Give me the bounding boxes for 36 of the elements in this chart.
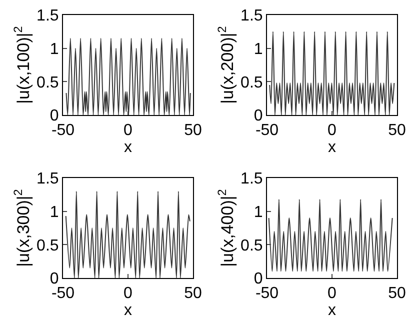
y-tick-label: 0 [50, 270, 59, 288]
x-tick-label: -50 [255, 285, 279, 302]
x-tick-label: 0 [124, 122, 133, 140]
y-tick-label: 1.5 [36, 170, 59, 188]
x-axis-title: x [124, 302, 132, 320]
x-tick-label: 0 [124, 285, 133, 302]
y-tick-label: 0 [50, 108, 59, 125]
y-tick-label: 1.5 [240, 170, 263, 188]
y-tick-label: 0 [254, 108, 263, 125]
y-tick-label: 1.5 [36, 8, 59, 25]
x-axis-title: x [328, 302, 336, 320]
x-axis-title: x [328, 139, 336, 156]
x-tick-label: -50 [51, 122, 75, 140]
line-series [66, 38, 191, 115]
y-tick-label: 0.5 [240, 237, 263, 254]
line-series [65, 190, 190, 278]
y-tick-label: 0.5 [36, 237, 59, 254]
y-tick-label: 1 [254, 204, 263, 221]
x-axis-title: x [124, 139, 132, 156]
x-tick-label: 50 [184, 285, 202, 302]
y-tick-label: 0.5 [240, 74, 263, 92]
line-series [269, 31, 395, 115]
y-tick-label: 1 [254, 40, 263, 58]
x-tick-label: 50 [388, 122, 406, 140]
y-tick-label: 0 [254, 270, 263, 288]
x-tick-label: 0 [328, 122, 337, 140]
y-tick-label: 1 [50, 204, 59, 221]
x-tick-label: 50 [184, 122, 202, 140]
y-tick-label: 1 [50, 40, 59, 58]
line-series [268, 198, 393, 272]
x-tick-label: 0 [328, 285, 337, 302]
y-tick-label: 1.5 [240, 8, 263, 25]
x-tick-label: -50 [255, 122, 279, 140]
x-tick-label: 50 [388, 285, 406, 302]
y-tick-label: 0.5 [36, 74, 59, 92]
x-tick-label: -50 [51, 285, 75, 302]
